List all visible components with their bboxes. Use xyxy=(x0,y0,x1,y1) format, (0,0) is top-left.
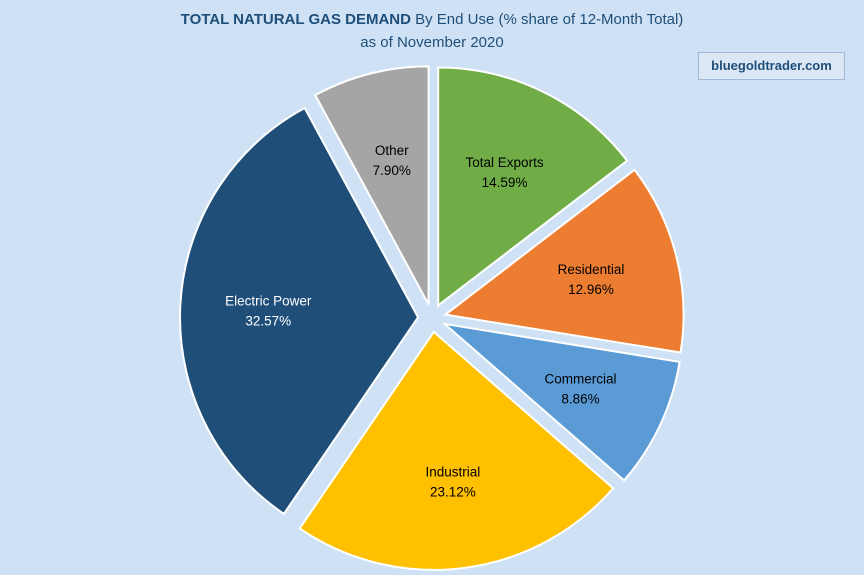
slice-value-commercial: 8.86% xyxy=(561,392,599,407)
slice-label-other: Other xyxy=(375,143,409,158)
slice-label-industrial: Industrial xyxy=(425,465,480,480)
pie-slice-industrial xyxy=(298,330,615,571)
pie-slice-other xyxy=(313,65,430,305)
slice-label-residential: Residential xyxy=(558,262,625,277)
chart-title-bold: TOTAL NATURAL GAS DEMAND xyxy=(180,11,411,28)
watermark-badge: bluegoldtrader.com xyxy=(698,52,845,80)
pie-slice-commercial xyxy=(441,322,681,482)
chart-subtitle: as of November 2020 xyxy=(360,34,504,51)
slice-value-other: 7.90% xyxy=(373,163,411,178)
chart-title-rest: By End Use (% share of 12-Month Total) xyxy=(410,11,684,28)
slice-label-commercial: Commercial xyxy=(544,372,616,387)
chart-title: TOTAL NATURAL GAS DEMAND By End Use (% s… xyxy=(0,11,864,28)
pie-slice-electric-power xyxy=(179,106,420,516)
slice-label-total-exports: Total Exports xyxy=(466,155,544,170)
slice-label-electric-power: Electric Power xyxy=(225,294,312,309)
slice-value-industrial: 23.12% xyxy=(430,485,476,500)
slice-value-residential: 12.96% xyxy=(568,282,614,297)
pie-slice-residential xyxy=(443,168,685,354)
pie-slice-total-exports xyxy=(437,66,629,308)
slice-value-total-exports: 14.59% xyxy=(482,175,528,190)
slice-value-electric-power: 32.57% xyxy=(245,314,291,329)
